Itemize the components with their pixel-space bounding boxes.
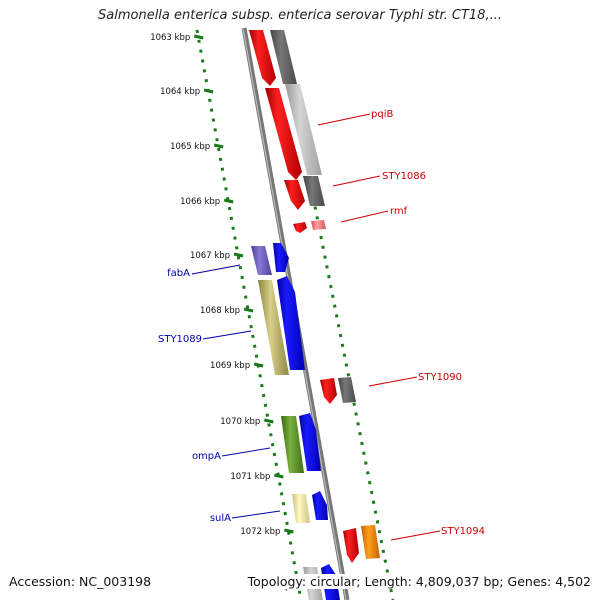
leader-STY1094 <box>390 530 441 541</box>
gene-arrow-pqiB-rev <box>265 88 302 180</box>
ruler-tick <box>203 88 214 94</box>
gene-label-sty1089[interactable]: STY1089 <box>158 334 202 345</box>
left-ruler-line <box>195 29 303 600</box>
ruler-tick-label: 1071 kbp <box>230 472 270 482</box>
leader-STY1086 <box>332 175 381 187</box>
gene-label-sty1094[interactable]: STY1094 <box>441 526 485 537</box>
leader-ompA <box>221 447 271 457</box>
gene-label-faba[interactable]: fabA <box>167 268 190 279</box>
gene-box-ompA <box>281 416 304 473</box>
gene-labels: fabA STY1089 ompA sulA pqiB STY1086 rmf STY1090… <box>158 109 485 537</box>
ruler-tick <box>193 34 204 40</box>
leader-STY1090 <box>368 376 418 387</box>
ruler-tick <box>213 143 224 149</box>
gene-arrow-STY1094 <box>343 528 359 563</box>
accession-text: Accession: NC_003198 <box>9 574 152 589</box>
tick-marks: 1063 kbp 1064 kbp 1065 kbp 1066 kbp 1067 kbp… <box>150 33 304 592</box>
gene-arrow-STY1089 <box>277 276 305 370</box>
gene-label-ompa[interactable]: ompA <box>192 451 221 462</box>
gene-box-fabA <box>251 246 272 275</box>
gene-arrow-sulA <box>312 491 328 520</box>
leader-STY1089 <box>202 330 252 340</box>
leader-rmf <box>340 210 389 223</box>
gene-arrow-ompA <box>299 413 321 471</box>
genome-title: Salmonella enterica subsp. enterica sero… <box>98 8 502 23</box>
ruler-tick-label: 1068 kbp <box>200 306 240 316</box>
ruler-tick-label: 1067 kbp <box>190 251 230 261</box>
gene-box-sulA <box>292 494 310 523</box>
gene-label-rmf[interactable]: rmf <box>390 206 408 217</box>
label-leaders <box>191 113 441 541</box>
gene-box-STY1094 <box>361 525 380 559</box>
ruler-tick-label: 1072 kbp <box>240 527 280 537</box>
gene-label-sty1086[interactable]: STY1086 <box>382 171 426 182</box>
leader-sulA <box>231 510 281 519</box>
ruler-tick-label: 1064 kbp <box>160 87 200 97</box>
leader-fabA <box>191 264 241 275</box>
gene-box-pqiB <box>285 84 322 175</box>
gene-arrow-fabA <box>273 243 289 272</box>
ruler-tick <box>233 252 244 258</box>
ruler-tick <box>274 473 284 479</box>
gene-box-STY1090 <box>338 377 356 403</box>
ruler-tick <box>264 418 274 424</box>
gene-arrow-STY1090 <box>320 378 337 404</box>
right-ruler-line <box>278 29 395 600</box>
gene-box-1 <box>270 30 297 84</box>
gene-arrow-rmf <box>293 222 307 233</box>
gene-label-pqib[interactable]: pqiB <box>371 109 393 120</box>
ruler-tick <box>253 362 264 368</box>
gene-arrow-STY1086 <box>284 180 305 210</box>
ruler-tick-label: 1063 kbp <box>150 33 190 43</box>
ruler-tick-label: 1065 kbp <box>170 142 210 152</box>
gene-box-rmf <box>311 220 326 230</box>
topology-text: Topology: circular; Length: 4,809,037 bp… <box>247 574 591 589</box>
gene-arrow-1 <box>249 30 276 86</box>
leader-pqiB <box>317 113 371 126</box>
gene-label-sula[interactable]: sulA <box>210 513 231 524</box>
ruler-tick-label: 1070 kbp <box>220 417 260 427</box>
ruler-tick-label: 1069 kbp <box>210 361 250 371</box>
gene-box-STY1086 <box>303 176 325 206</box>
gene-features <box>249 30 380 600</box>
ruler-tick <box>223 198 234 204</box>
gene-label-sty1090[interactable]: STY1090 <box>418 372 462 383</box>
gene-box-STY1089 <box>258 280 289 375</box>
ruler-tick <box>243 307 254 313</box>
ruler-tick <box>284 528 294 534</box>
ruler-tick-label: 1066 kbp <box>180 197 220 207</box>
